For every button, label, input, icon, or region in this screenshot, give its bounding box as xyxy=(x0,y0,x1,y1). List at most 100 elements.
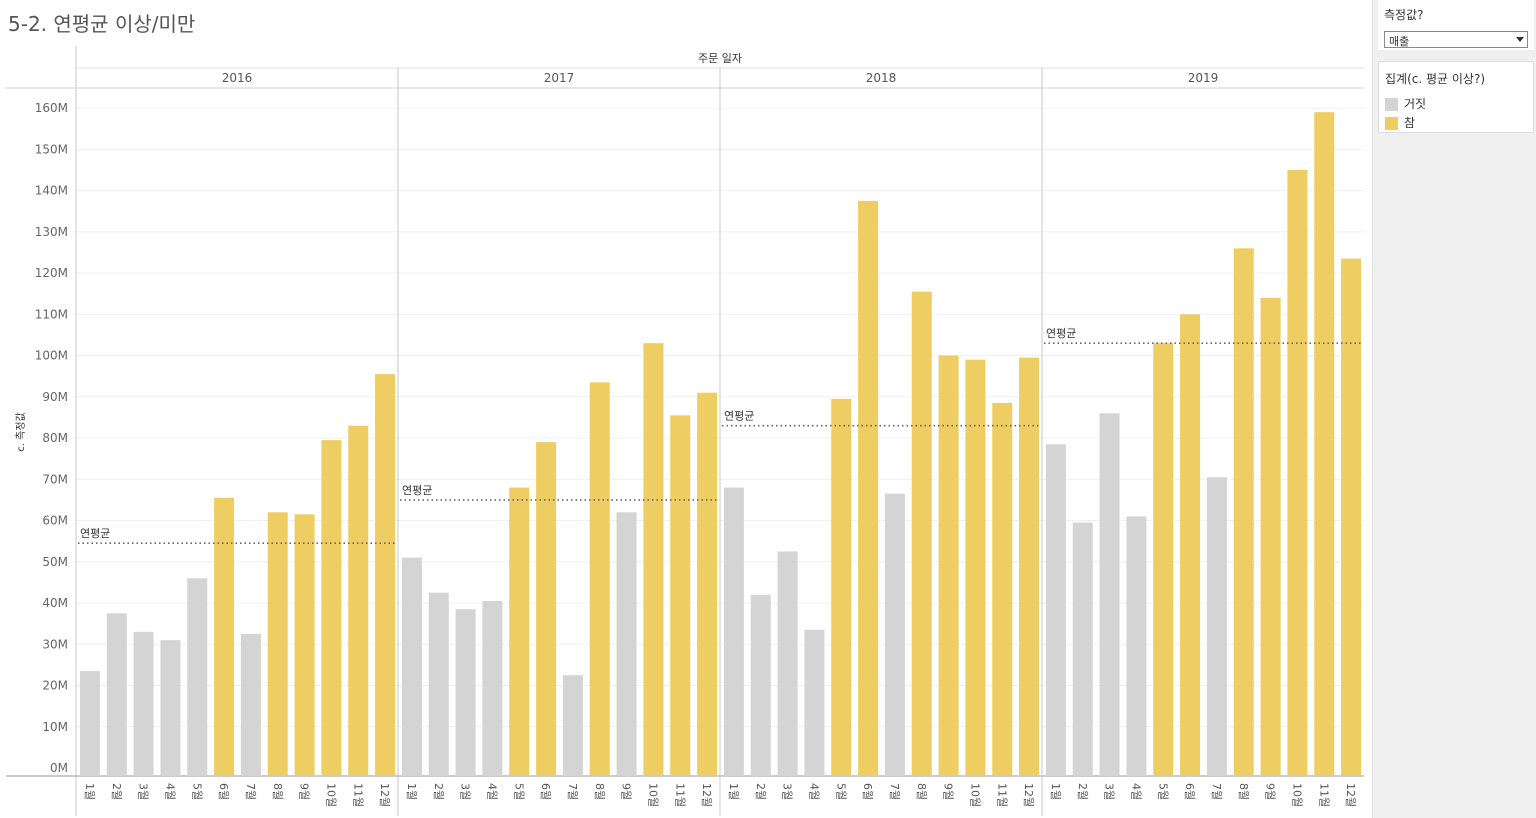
bar xyxy=(1287,169,1308,776)
bar xyxy=(1233,248,1254,777)
y-tick-label: 140M xyxy=(35,184,68,198)
legend-label: 거짓 xyxy=(1404,97,1427,111)
y-tick-label: 150M xyxy=(35,142,68,156)
month-label: 5월 xyxy=(1156,783,1169,800)
chevron-down-icon[interactable] xyxy=(1516,37,1524,42)
bar xyxy=(911,291,932,776)
month-label: 8월 xyxy=(271,783,284,800)
month-label: 10월 xyxy=(646,783,659,807)
bar xyxy=(965,359,986,776)
legend-item-false[interactable]: 거짓 xyxy=(1385,95,1427,111)
average-label: 연평균 xyxy=(402,484,432,497)
average-label: 연평균 xyxy=(80,527,110,540)
month-label: 9월 xyxy=(1264,783,1277,800)
bar xyxy=(509,487,530,776)
bar xyxy=(455,609,476,776)
legend-title: 집계(c. 평균 이상?) xyxy=(1385,72,1486,86)
bar xyxy=(858,200,879,777)
bar xyxy=(160,640,181,776)
y-tick-label: 90M xyxy=(42,390,68,404)
bar xyxy=(697,392,718,776)
legend-label: 참 xyxy=(1404,116,1416,130)
bar xyxy=(884,493,905,776)
month-label: 9월 xyxy=(942,783,955,800)
month-label: 12월 xyxy=(378,783,391,807)
month-label: 5월 xyxy=(512,783,525,800)
bar xyxy=(1206,477,1227,776)
bar xyxy=(187,578,208,776)
month-label: 6월 xyxy=(539,783,552,800)
legend-item-true[interactable]: 참 xyxy=(1385,114,1416,130)
month-label: 5월 xyxy=(190,783,203,800)
month-label: 11월 xyxy=(1317,783,1330,807)
bar xyxy=(750,594,771,776)
month-label: 3월 xyxy=(137,783,150,800)
month-label: 11월 xyxy=(673,783,686,807)
color-legend: 집계(c. 평균 이상?) 거짓 참 xyxy=(1378,61,1534,133)
y-tick-label: 20M xyxy=(42,679,68,693)
month-label: 4월 xyxy=(807,783,820,800)
y-tick-label: 70M xyxy=(42,472,68,486)
bar xyxy=(938,355,959,776)
y-tick-label: 10M xyxy=(42,720,68,734)
bar xyxy=(1045,444,1066,776)
month-label: 6월 xyxy=(217,783,230,800)
bar xyxy=(428,592,449,776)
month-label: 11월 xyxy=(351,783,364,807)
bar xyxy=(562,675,583,776)
y-tick-label: 80M xyxy=(42,431,68,445)
month-label: 9월 xyxy=(298,783,311,800)
bar xyxy=(79,671,100,776)
month-label: 7월 xyxy=(566,783,579,800)
month-label: 8월 xyxy=(1237,783,1250,800)
month-label: 7월 xyxy=(244,783,257,800)
month-label: 8월 xyxy=(593,783,606,800)
year-header: 2016 xyxy=(222,71,253,85)
bar xyxy=(589,382,610,776)
bar xyxy=(294,514,315,776)
bar xyxy=(1260,297,1281,776)
measure-select[interactable]: 매출 xyxy=(1384,31,1528,48)
y-tick-label: 160M xyxy=(35,101,68,115)
y-tick-label: 30M xyxy=(42,637,68,651)
month-label: 3월 xyxy=(781,783,794,800)
month-label: 2월 xyxy=(432,783,445,800)
month-label: 10월 xyxy=(1290,783,1303,807)
bar xyxy=(267,512,288,776)
average-label: 연평균 xyxy=(1046,327,1076,340)
bar xyxy=(1314,112,1335,777)
y-tick-label: 120M xyxy=(35,266,68,280)
month-label: 7월 xyxy=(888,783,901,800)
month-label: 12월 xyxy=(700,783,713,807)
bar xyxy=(992,402,1013,776)
bar xyxy=(831,398,852,776)
bar xyxy=(1341,258,1362,776)
y-tick-label: 100M xyxy=(35,349,68,363)
right-panel xyxy=(1372,0,1536,818)
y-tick-label: 60M xyxy=(42,514,68,528)
month-label: 10월 xyxy=(324,783,337,807)
bar xyxy=(777,551,798,776)
parameter-control: 측정값? 매출 xyxy=(1378,0,1534,50)
y-tick-label: 110M xyxy=(35,307,68,321)
month-label: 9월 xyxy=(620,783,633,800)
bar xyxy=(106,613,127,776)
bar xyxy=(348,425,369,776)
bar xyxy=(1126,516,1147,776)
page-title: 5-2. 연평균 이상/미만 xyxy=(8,12,196,36)
y-axis-title: c. 측정값 xyxy=(15,412,27,451)
bar xyxy=(401,557,422,776)
bar xyxy=(214,497,235,776)
month-label: 1월 xyxy=(727,783,740,800)
y-tick-label: 50M xyxy=(42,555,68,569)
bar xyxy=(643,343,664,776)
bar xyxy=(1180,314,1201,776)
legend-swatch-true xyxy=(1385,117,1398,130)
bar xyxy=(482,600,503,776)
month-label: 1월 xyxy=(83,783,96,800)
bar xyxy=(1153,343,1174,776)
bar xyxy=(240,633,261,776)
bar xyxy=(1019,357,1040,776)
month-label: 3월 xyxy=(459,783,472,800)
bar xyxy=(670,415,691,776)
